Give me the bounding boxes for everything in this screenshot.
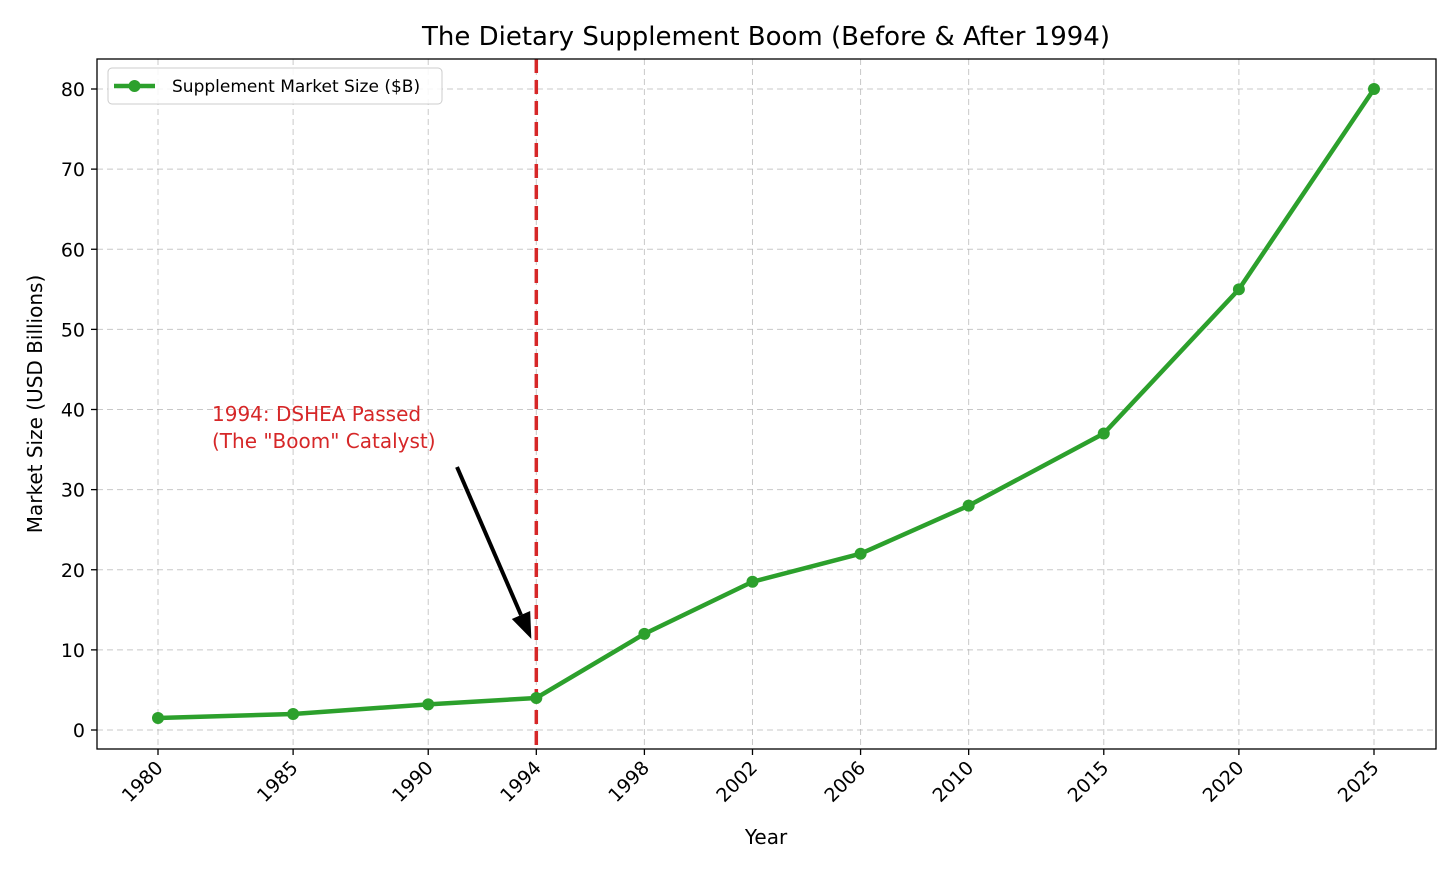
data-point [287, 707, 300, 720]
y-tick-label: 20 [61, 560, 85, 582]
series-layer [152, 83, 1380, 724]
data-point [1232, 283, 1245, 296]
x-tick-label: 1994 [496, 757, 546, 807]
annotation-arrow-shaft [455, 466, 523, 616]
y-tick-label: 60 [61, 239, 85, 261]
x-tick-label: 1998 [604, 757, 654, 807]
data-point [962, 499, 975, 512]
x-axis-title: Year [744, 825, 788, 849]
x-tick-label: 2020 [1199, 757, 1249, 807]
annotation-text-line-1: 1994: DSHEA Passed [212, 402, 421, 426]
annotation: 1994: DSHEA Passed (The "Boom" Catalyst) [212, 402, 532, 639]
legend-series-label: Supplement Market Size ($B) [172, 77, 420, 97]
x-tick-label: 2010 [928, 757, 978, 807]
x-tick-label: 2002 [712, 757, 762, 807]
data-point [152, 711, 164, 724]
y-tick-label: 80 [61, 79, 85, 101]
y-tick-label: 30 [61, 480, 85, 502]
data-point [422, 698, 435, 711]
chart-title: The Dietary Supplement Boom (Before & Af… [421, 22, 1110, 52]
data-point [1368, 83, 1380, 95]
x-tick-label: 1985 [253, 757, 303, 807]
plot-frame [96, 58, 1437, 750]
y-tick-label: 70 [61, 159, 85, 181]
y-tick-label: 40 [61, 400, 85, 422]
x-tick-label: 2025 [1334, 757, 1384, 807]
y-tick-label: 10 [61, 640, 85, 662]
annotation-text-line-2: (The "Boom" Catalyst) [212, 429, 436, 453]
data-point [854, 547, 867, 560]
data-point [1097, 427, 1110, 440]
x-tick-label: 1990 [388, 757, 438, 807]
y-axis-title: Market Size (USD Billions) [23, 275, 47, 534]
y-tick-label: 0 [73, 720, 85, 742]
legend-series-marker [128, 80, 141, 92]
legend: Supplement Market Size ($B) [107, 67, 443, 105]
data-point [638, 627, 651, 640]
x-tick-label: 2006 [820, 757, 870, 807]
annotation-arrow-head [511, 611, 532, 639]
x-tick-label: 1980 [118, 757, 168, 807]
y-tick-label: 50 [61, 319, 85, 341]
x-tick-label: 2015 [1064, 757, 1114, 807]
data-point [530, 691, 543, 704]
legend-box [107, 67, 443, 105]
data-point [746, 575, 759, 588]
